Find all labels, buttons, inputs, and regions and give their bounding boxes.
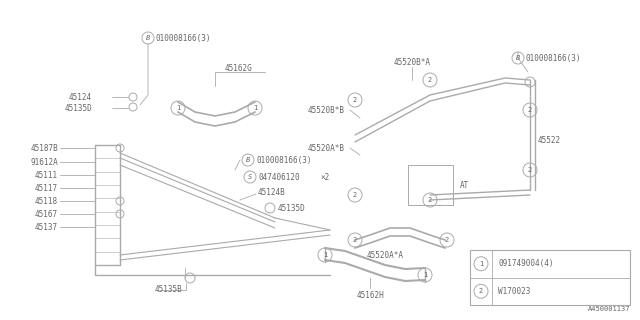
Text: 45187B: 45187B	[30, 143, 58, 153]
Text: 1: 1	[176, 105, 180, 111]
Bar	[408, 165, 453, 205]
Text: 2: 2	[428, 197, 432, 203]
Text: 091749004(4): 091749004(4)	[498, 259, 554, 268]
Text: 91612A: 91612A	[30, 157, 58, 166]
Text: 2: 2	[528, 167, 532, 173]
Text: 45124: 45124	[69, 92, 92, 101]
Text: 45135B: 45135B	[155, 285, 183, 294]
Text: 047406120: 047406120	[258, 172, 300, 181]
Text: 1: 1	[323, 252, 327, 258]
Text: B: B	[146, 35, 150, 41]
Text: 45135D: 45135D	[278, 204, 306, 212]
Text: S: S	[248, 174, 252, 180]
Text: 2: 2	[528, 107, 532, 113]
Text: 45124B: 45124B	[258, 188, 285, 196]
Text: 010008166(3): 010008166(3)	[526, 53, 582, 62]
Text: 45522: 45522	[538, 135, 561, 145]
Text: 1: 1	[253, 105, 257, 111]
Text: 45520A*A: 45520A*A	[367, 251, 403, 260]
Text: 45135D: 45135D	[64, 103, 92, 113]
Text: 45118: 45118	[35, 196, 58, 205]
Text: B: B	[516, 55, 520, 61]
Text: 45137: 45137	[35, 222, 58, 231]
Text: 45520A*B: 45520A*B	[308, 143, 345, 153]
Text: 45520B*A: 45520B*A	[394, 58, 431, 67]
Text: 2: 2	[445, 237, 449, 243]
Text: 45162G: 45162G	[225, 63, 253, 73]
Text: 2: 2	[479, 288, 483, 294]
Text: ×2: ×2	[320, 172, 329, 181]
Text: A450001137: A450001137	[588, 306, 630, 312]
Text: 45162H: 45162H	[356, 291, 384, 300]
Text: 45117: 45117	[35, 183, 58, 193]
Text: 2: 2	[353, 192, 357, 198]
Text: B: B	[246, 157, 250, 163]
Text: 45111: 45111	[35, 171, 58, 180]
Text: 45167: 45167	[35, 210, 58, 219]
Bar	[470, 250, 630, 305]
Text: 2: 2	[353, 237, 357, 243]
Text: 45520B*B: 45520B*B	[308, 106, 345, 115]
Text: 2: 2	[353, 97, 357, 103]
Text: W170023: W170023	[498, 287, 531, 296]
Text: AT: AT	[460, 180, 469, 189]
Text: 2: 2	[428, 77, 432, 83]
Text: 010008166(3): 010008166(3)	[256, 156, 312, 164]
Text: 1: 1	[479, 261, 483, 267]
Text: 010008166(3): 010008166(3)	[155, 34, 211, 43]
Text: 1: 1	[423, 272, 427, 278]
